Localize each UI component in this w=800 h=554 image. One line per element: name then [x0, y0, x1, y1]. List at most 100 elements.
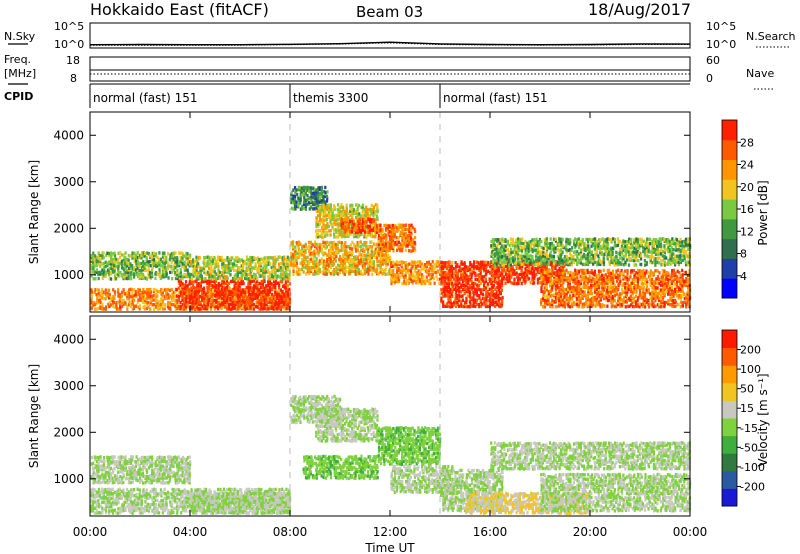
power-cell	[555, 238, 557, 241]
power-cell	[553, 244, 555, 247]
power-cell	[480, 282, 482, 285]
power-cell	[155, 252, 157, 255]
power-cell	[230, 262, 232, 265]
power-cell	[419, 278, 421, 281]
power-cell	[376, 204, 378, 207]
power-cell	[596, 240, 598, 243]
power-cell	[296, 193, 298, 196]
power-cell	[528, 277, 530, 280]
power-cell	[228, 286, 230, 289]
power-cell	[342, 227, 344, 230]
power-cell	[373, 260, 375, 263]
power-cell	[189, 254, 191, 257]
power-cell	[258, 307, 260, 310]
power-cell	[321, 186, 323, 189]
power-cell	[408, 249, 410, 252]
power-cell	[287, 256, 289, 259]
power-cell	[587, 244, 589, 247]
power-cell	[358, 241, 360, 244]
power-cell	[321, 199, 323, 202]
power-cell	[167, 301, 169, 304]
power-cell	[289, 300, 291, 303]
power-cell	[412, 226, 414, 229]
power-cell	[345, 249, 347, 252]
power-cell	[152, 267, 154, 270]
power-cell	[198, 282, 200, 285]
power-cell	[429, 282, 431, 285]
power-cell	[221, 256, 223, 259]
power-cell	[144, 252, 146, 255]
power-cell	[187, 252, 189, 255]
power-cell	[142, 273, 144, 276]
power-cell	[365, 206, 367, 209]
power-cell	[153, 258, 155, 261]
power-cell	[121, 260, 123, 263]
power-cell	[90, 288, 92, 291]
power-cell	[373, 205, 375, 208]
power-cell	[323, 204, 325, 207]
power-cell	[256, 280, 258, 283]
noise-left-tick-bottom: 10^0	[54, 38, 84, 51]
power-cell	[164, 303, 166, 306]
power-cell	[278, 275, 280, 278]
power-cell	[176, 269, 178, 272]
power-cell	[190, 273, 192, 276]
power-cell	[530, 281, 532, 284]
power-cell	[335, 255, 337, 258]
power-cell	[238, 266, 240, 269]
power-cell	[363, 218, 365, 221]
power-cell	[599, 245, 601, 248]
power-cell	[271, 299, 273, 302]
power-cell	[133, 272, 135, 275]
power-cell	[394, 273, 396, 276]
power-cell	[378, 237, 380, 240]
noise-left-tick-top: 10^5	[54, 20, 84, 33]
power-cell	[299, 201, 301, 204]
power-cell	[214, 270, 216, 273]
power-cell	[138, 262, 140, 265]
power-cell	[292, 260, 294, 263]
power-cell	[163, 252, 165, 255]
power-cell	[362, 204, 364, 207]
power-cell	[437, 260, 439, 263]
power-cell	[98, 292, 100, 295]
power-cell	[105, 305, 107, 308]
power-cell	[303, 265, 305, 268]
power-cell	[254, 262, 256, 265]
power-cell	[308, 266, 310, 269]
power-cell	[358, 212, 360, 215]
power-cell	[267, 297, 269, 300]
power-cell	[119, 262, 121, 265]
power-cell	[449, 288, 451, 291]
power-cell	[251, 266, 253, 269]
power-cell	[158, 251, 160, 254]
power-cell	[360, 245, 362, 248]
power-cell	[144, 305, 146, 308]
power-cell	[288, 288, 290, 291]
power-cell	[153, 303, 155, 306]
power-cell	[260, 262, 262, 265]
power-cell	[319, 259, 321, 262]
power-cell	[317, 250, 319, 253]
power-cell	[606, 240, 608, 243]
power-cell	[203, 287, 205, 290]
power-cell	[213, 303, 215, 306]
power-cell	[353, 208, 355, 211]
power-cell	[487, 282, 489, 285]
power-cell	[226, 256, 228, 259]
power-cell	[99, 305, 101, 308]
power-cell	[371, 245, 373, 248]
power-cell	[524, 240, 526, 243]
power-cell	[517, 259, 519, 262]
power-cell	[451, 261, 453, 264]
power-cell	[425, 279, 427, 282]
power-cell	[292, 240, 294, 243]
power-cell	[474, 278, 476, 281]
power-cell	[492, 265, 494, 268]
power-cell	[359, 218, 361, 221]
power-cell	[351, 204, 353, 207]
power-cell	[171, 277, 173, 280]
power-cell	[467, 294, 469, 297]
power-cell	[403, 232, 405, 235]
power-cell	[517, 267, 519, 270]
